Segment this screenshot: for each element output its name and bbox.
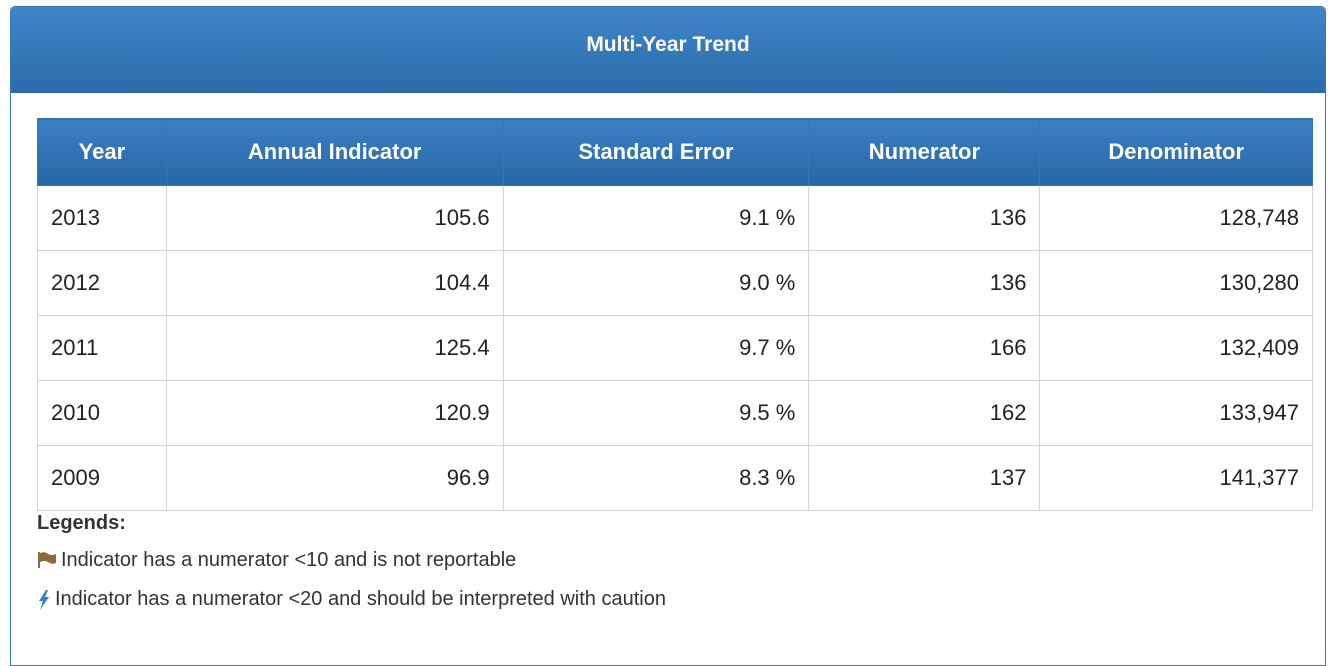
table-row: 2013 105.6 9.1 % 136 128,748 xyxy=(37,185,1313,251)
table-cell: 136 xyxy=(808,250,1041,316)
trend-table: Year Annual Indicator Standard Error Numera… xyxy=(37,118,1313,511)
table-cell: 104.4 xyxy=(165,250,504,316)
header-row: Year Annual Indicator Standard Error Numera… xyxy=(37,118,1313,186)
table-cell: 8.3 % xyxy=(502,445,810,511)
column-header: Annual Indicator xyxy=(165,118,504,186)
column-header: Numerator xyxy=(808,118,1041,186)
panel: Multi-Year Trend Year Annual Indicator Sta… xyxy=(10,6,1326,666)
table-cell: 137 xyxy=(808,445,1041,511)
table-cell: 125.4 xyxy=(165,315,504,381)
legend-item: Indicator has a numerator <10 and is not… xyxy=(37,549,666,588)
table-cell: 2013 xyxy=(37,185,167,251)
table-cell: 130,280 xyxy=(1039,250,1313,316)
table-cell: 2010 xyxy=(37,380,167,446)
table-cell: 2009 xyxy=(37,445,167,511)
table-row: 2010 120.9 9.5 % 162 133,947 xyxy=(37,380,1313,446)
legend-item: Indicator has a numerator <20 and should… xyxy=(37,588,666,627)
legend-text: Indicator has a numerator <10 and is not… xyxy=(61,549,517,571)
table-cell: 2011 xyxy=(37,315,167,381)
table-body: 2013 105.6 9.1 % 136 128,748 2012 104.4 9.0 % 13… xyxy=(37,185,1313,511)
table-cell: 9.7 % xyxy=(502,315,810,381)
column-header: Year xyxy=(37,118,167,186)
table-cell: 162 xyxy=(808,380,1041,446)
flag-icon xyxy=(38,552,56,568)
table-cell: 136 xyxy=(808,185,1041,251)
table-row: 2009 96.9 8.3 % 137 141,377 xyxy=(37,445,1313,511)
table-cell: 2012 xyxy=(37,250,167,316)
table-row: 2011 125.4 9.7 % 166 132,409 xyxy=(37,315,1313,381)
table-cell: 105.6 xyxy=(165,185,504,251)
legends-title: Legends: xyxy=(37,512,126,534)
table-cell: 132,409 xyxy=(1039,315,1313,381)
bolt-icon xyxy=(39,590,49,610)
table-cell: 120.9 xyxy=(165,380,504,446)
table-row: 2012 104.4 9.0 % 136 130,280 xyxy=(37,250,1313,316)
table-cell: 133,947 xyxy=(1039,380,1313,446)
table-cell: 96.9 xyxy=(165,445,504,511)
table-cell: 128,748 xyxy=(1039,185,1313,251)
column-header: Denominator xyxy=(1039,118,1313,186)
table-cell: 9.1 % xyxy=(502,185,810,251)
panel-title: Multi-Year Trend xyxy=(11,7,1325,93)
table-cell: 141,377 xyxy=(1039,445,1313,511)
legends: Legends: Indicator has a numerator <10 a… xyxy=(37,512,666,627)
table-cell: 9.5 % xyxy=(502,380,810,446)
legend-text: Indicator has a numerator <20 and should… xyxy=(55,588,666,610)
column-header: Standard Error xyxy=(502,118,810,186)
table-cell: 166 xyxy=(808,315,1041,381)
table-cell: 9.0 % xyxy=(502,250,810,316)
